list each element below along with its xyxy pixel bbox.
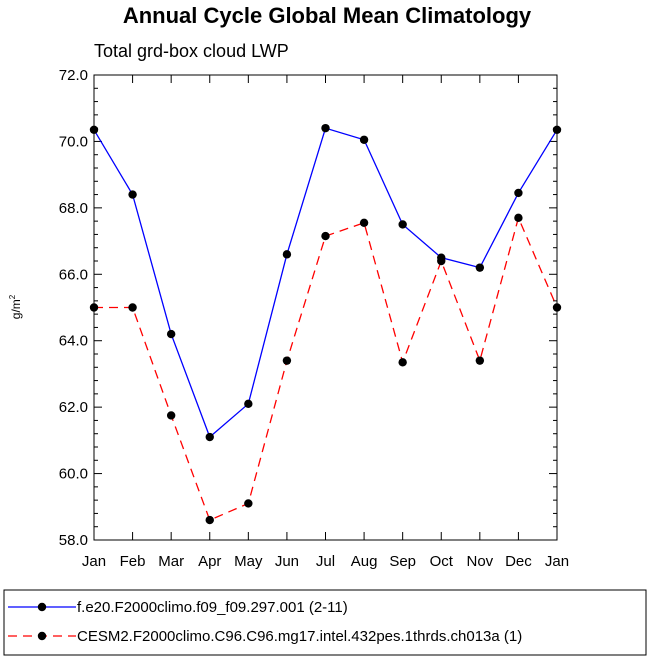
series-2-point xyxy=(359,218,369,228)
x-tick-label: Aug xyxy=(351,553,378,570)
series-2-point xyxy=(89,303,99,312)
series-1-point xyxy=(514,188,523,198)
series-2-point xyxy=(244,499,253,508)
series-2-point xyxy=(437,256,446,266)
x-tick-label: Jul xyxy=(316,553,335,570)
y-tick-label: 70.0 xyxy=(59,133,88,150)
series-1-point xyxy=(244,399,253,409)
series-2-point xyxy=(205,515,214,525)
series-line-2 xyxy=(94,215,558,521)
series-2-point xyxy=(166,411,176,420)
series-line-1 xyxy=(93,127,558,439)
series-1-point xyxy=(321,123,330,133)
series-1-point xyxy=(128,190,137,199)
series-1-point xyxy=(89,125,99,135)
x-tick-label: May xyxy=(234,553,263,570)
series-1-point xyxy=(205,432,214,442)
plot-area: 58.0 60.0 62.0 64.0 66.0 68.0 70.0 72.0 Jan Feb M… xyxy=(59,67,569,570)
series-2-point xyxy=(321,231,330,241)
x-tick-label: Dec xyxy=(505,553,532,570)
legend-label-series-2: CESM2.F2000climo.C96.C96.mg17.intel.432p… xyxy=(77,628,522,645)
x-tick-label: Apr xyxy=(198,553,221,570)
chart-title: Annual Cycle Global Mean Climatology xyxy=(123,3,532,28)
y-axis: 58.0 60.0 62.0 64.0 66.0 68.0 70.0 72.0 xyxy=(59,67,557,549)
x-axis: Jan Feb Mar Apr May Jun Jul Aug Sep Oct Nov Dec Jan xyxy=(82,75,569,570)
legend-marker-series-2 xyxy=(37,631,47,641)
legend-label-series-1: f.e20.F2000climo.f09_f09.297.001 (2-11) xyxy=(77,599,348,616)
y-axis-label: g/m2 xyxy=(8,294,23,319)
chart-subtitle: Total grd-box cloud LWP xyxy=(94,41,289,61)
legend-box xyxy=(3,589,647,656)
x-tick-label: Mar xyxy=(158,553,184,570)
x-tick-label: Jun xyxy=(275,553,299,570)
legend: f.e20.F2000climo.f09_f09.297.001 (2-11) … xyxy=(3,589,647,656)
y-axis-label-superscript: 2 xyxy=(8,294,17,299)
legend-marker-series-1 xyxy=(37,602,47,612)
x-tick-label: Nov xyxy=(466,553,493,570)
series-1-point xyxy=(359,135,369,144)
series-1-point xyxy=(166,329,176,339)
y-tick-label: 60.0 xyxy=(59,466,88,483)
y-tick-label: 72.0 xyxy=(59,67,88,84)
series-2-point xyxy=(282,356,292,365)
y-tick-label: 68.0 xyxy=(59,200,88,217)
series-1-point xyxy=(475,263,485,272)
x-tick-label: Jan xyxy=(82,553,106,570)
series-1-point xyxy=(552,125,562,135)
series-1-point xyxy=(282,250,292,259)
y-tick-label: 58.0 xyxy=(59,532,88,549)
series-2-point xyxy=(552,303,562,312)
x-tick-label: Feb xyxy=(120,553,146,570)
series-2-point xyxy=(398,358,407,367)
y-tick-label: 66.0 xyxy=(59,266,88,283)
y-axis-label-main: g/m xyxy=(9,299,23,319)
series-2-point xyxy=(128,303,137,312)
series-2-point xyxy=(514,213,523,223)
series-1-point xyxy=(398,220,407,229)
x-tick-label: Oct xyxy=(430,553,454,570)
x-tick-label: Jan xyxy=(545,553,569,570)
series-2-point xyxy=(475,356,485,365)
x-tick-label: Sep xyxy=(389,553,416,570)
y-tick-label: 64.0 xyxy=(59,333,88,350)
series-layer xyxy=(89,123,562,525)
y-tick-label: 62.0 xyxy=(59,399,88,416)
